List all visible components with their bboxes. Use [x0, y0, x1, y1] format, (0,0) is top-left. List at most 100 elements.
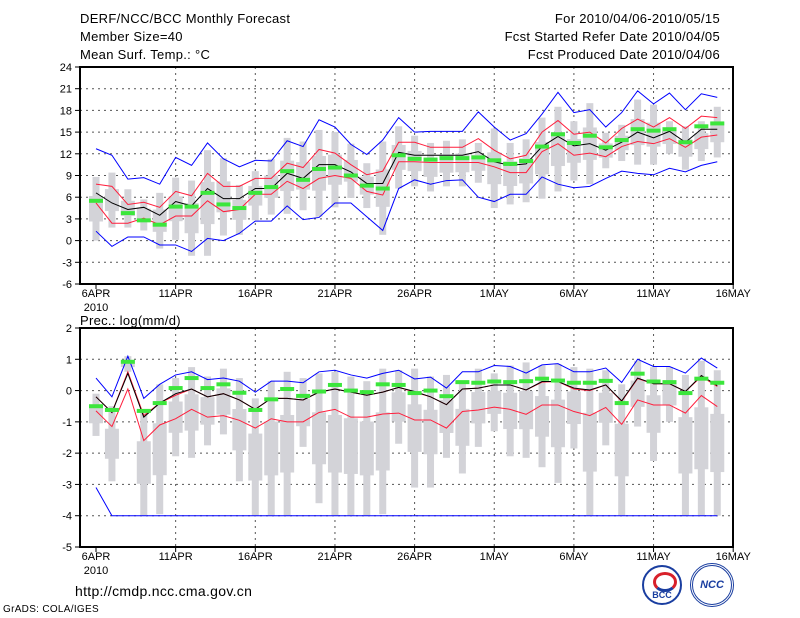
- temp-ytick-label: 15: [60, 127, 72, 139]
- temp-observed-mark: [566, 140, 581, 145]
- temp-xtick-label: 16MAY: [716, 288, 752, 300]
- temp-observed-mark: [264, 185, 279, 190]
- forecast-start-date: Fcst Started Refer Date 2010/04/05: [504, 29, 720, 44]
- temp-observed-mark: [439, 156, 454, 161]
- temp-observed-mark: [216, 202, 231, 207]
- precip-xtick-label: 1MAY: [480, 551, 510, 563]
- temp-range-box: [550, 132, 565, 167]
- precip-lower-line: [95, 387, 718, 442]
- precip-observed-mark: [678, 391, 693, 396]
- temp-range-box: [694, 133, 709, 150]
- member-size: Member Size=40: [80, 29, 183, 44]
- precip-range-box: [550, 399, 565, 448]
- grads-credit: GrADS: COLA/IGES: [3, 604, 99, 615]
- precip-range-box: [168, 401, 183, 433]
- ncc-logo-text: NCC: [700, 579, 724, 591]
- temp-observed-mark: [120, 211, 135, 216]
- precip-range-box: [566, 391, 581, 425]
- precip-range-box: [120, 360, 135, 368]
- temp-ytick-label: -3: [62, 257, 72, 269]
- precip-ytick-label: 0: [66, 386, 72, 398]
- precip-observed-mark: [487, 379, 502, 384]
- temp-observed-mark: [535, 144, 550, 149]
- precip-observed-mark: [359, 390, 374, 395]
- temp-range-box: [407, 150, 422, 172]
- precip-observed-mark: [232, 390, 247, 395]
- precip-observed-mark: [503, 380, 518, 385]
- precip-observed-mark: [375, 382, 390, 387]
- precip-xtick-label: 11MAY: [636, 551, 671, 563]
- chart-title: DERF/NCC/BCC Monthly Forecast: [80, 11, 291, 26]
- precip-range-box: [200, 397, 215, 425]
- precip-variable-label: Prec.: log(mm/d): [80, 313, 181, 328]
- precip-xtick-label: 16MAY: [716, 551, 752, 563]
- temp-range-box: [312, 155, 327, 191]
- precip-xtick-label: 21APR: [318, 551, 353, 563]
- precip-range-box: [375, 412, 390, 471]
- precip-range-box: [312, 412, 327, 465]
- temp-observed-mark: [550, 132, 565, 137]
- temp-observed-mark: [598, 145, 613, 150]
- precip-ytick-label: -4: [62, 511, 72, 523]
- temp-upper-line: [95, 115, 718, 208]
- precip-range-box: [471, 392, 486, 424]
- temp-observed-mark: [519, 159, 534, 164]
- temp-observed-mark: [168, 204, 183, 209]
- precip-observed-mark: [312, 389, 327, 394]
- precip-range-box: [232, 409, 247, 451]
- website-link[interactable]: http://cmdp.ncc.cma.gov.cn: [75, 583, 253, 599]
- precip-min-line: [95, 487, 718, 517]
- temp-range-box: [710, 121, 725, 143]
- temp-observed-mark: [248, 190, 263, 195]
- temp-xtick-label: 26APR: [397, 288, 432, 300]
- temp-observed-mark: [296, 177, 311, 182]
- temp-mean-line: [95, 128, 718, 216]
- precip-observed-mark: [471, 380, 486, 385]
- precip-range-box: [104, 428, 119, 459]
- precip-range-box: [455, 408, 470, 446]
- temp-year-label: 2010: [84, 302, 108, 314]
- precip-range-box: [503, 392, 518, 430]
- temp-lower-line: [95, 134, 718, 226]
- precip-range-box: [280, 414, 295, 473]
- precip-range-box: [216, 388, 231, 415]
- temp-range-box: [503, 161, 518, 186]
- temp-observed-mark: [646, 128, 661, 133]
- precip-range-box: [678, 417, 693, 474]
- precip-range-box: [248, 433, 263, 481]
- temp-range-box: [184, 203, 199, 234]
- temp-xtick-label: 21APR: [318, 288, 353, 300]
- temp-xtick-label: 16APR: [238, 288, 273, 300]
- precip-observed-mark: [662, 380, 677, 385]
- precip-observed-mark: [710, 380, 725, 385]
- temp-ytick-label: 6: [66, 192, 72, 204]
- precip-range-box: [407, 404, 422, 452]
- temp-xtick-label: 1MAY: [480, 288, 510, 300]
- precip-observed-mark: [694, 376, 709, 381]
- bcc-logo-text: BCC: [652, 590, 672, 600]
- temp-ytick-label: 12: [60, 149, 72, 161]
- precip-observed-mark: [614, 401, 629, 406]
- temp-ytick-label: 0: [66, 236, 72, 248]
- precip-observed-mark: [455, 380, 470, 385]
- temp-observed-mark: [407, 156, 422, 161]
- precip-ytick-label: -2: [62, 448, 72, 460]
- precip-observed-mark: [216, 382, 231, 387]
- temp-xtick-label: 11MAY: [636, 288, 671, 300]
- precip-range-box: [630, 380, 645, 407]
- precip-observed-mark: [248, 407, 263, 412]
- precip-xtick-label: 11APR: [159, 551, 193, 563]
- temp-observed-mark: [455, 156, 470, 161]
- temp-observed-mark: [280, 169, 295, 174]
- temp-range-box: [168, 196, 183, 222]
- precip-observed-mark: [566, 380, 581, 385]
- precip-observed-mark: [439, 394, 454, 399]
- temp-observed-mark: [343, 173, 358, 178]
- precip-range-box: [646, 395, 661, 433]
- temp-ytick-label: 3: [66, 214, 72, 226]
- precip-year-label: 2010: [84, 565, 108, 577]
- precip-range-box: [582, 412, 597, 472]
- temp-ytick-label: 21: [60, 84, 72, 96]
- temp-range-box: [136, 208, 151, 222]
